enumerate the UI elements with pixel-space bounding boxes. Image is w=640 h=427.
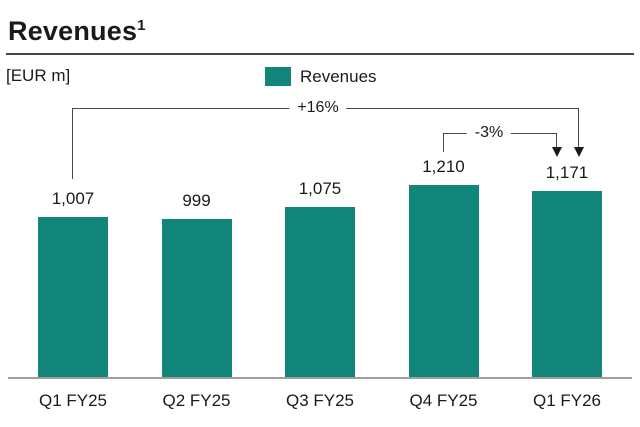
value-label-q1-fy26: 1,171 xyxy=(545,163,589,182)
chart-legend: Revenues xyxy=(265,67,377,86)
yoy-bracket-right-stub xyxy=(578,108,580,148)
value-label-q2-fy25: 999 xyxy=(182,191,211,210)
axis-unit-label: [EUR m] xyxy=(6,66,71,85)
bar-q2-fy25 xyxy=(161,219,232,378)
category-label-q1-fy26: Q1 FY26 xyxy=(532,391,602,410)
bar-q1-fy26 xyxy=(532,191,602,378)
category-label-q4-fy25: Q4 FY25 xyxy=(409,391,478,410)
legend-label: Revenues xyxy=(300,67,377,86)
yoy-change-label: +16% xyxy=(289,99,347,117)
qoq-change-label: -3% xyxy=(466,124,512,142)
title-divider xyxy=(6,53,634,55)
bar-q3-fy25 xyxy=(285,207,355,378)
qoq-bracket-right-stub xyxy=(556,133,558,148)
arrow-down-icon xyxy=(573,147,584,157)
page-title-text: Revenues xyxy=(8,16,138,46)
value-label-q3-fy25: 1,075 xyxy=(298,179,342,198)
category-label-q3-fy25: Q3 FY25 xyxy=(285,391,355,410)
bar-q1-fy25 xyxy=(38,217,108,378)
legend-swatch-icon xyxy=(265,67,291,86)
category-label-q2-fy25: Q2 FY25 xyxy=(162,391,231,410)
x-axis-line xyxy=(8,377,632,379)
arrow-down-icon xyxy=(551,147,562,157)
category-label-q1-fy25: Q1 FY25 xyxy=(38,391,108,410)
qoq-bracket-left-stub xyxy=(443,133,445,152)
title-footnote-superscript: 1 xyxy=(137,17,146,34)
bar-q4-fy25 xyxy=(408,185,479,378)
value-label-q1-fy25: 1,007 xyxy=(51,189,95,208)
page-title: Revenues1 xyxy=(8,16,146,47)
yoy-bracket-left-stub xyxy=(72,108,74,179)
value-label-q4-fy25: 1,210 xyxy=(422,157,465,176)
